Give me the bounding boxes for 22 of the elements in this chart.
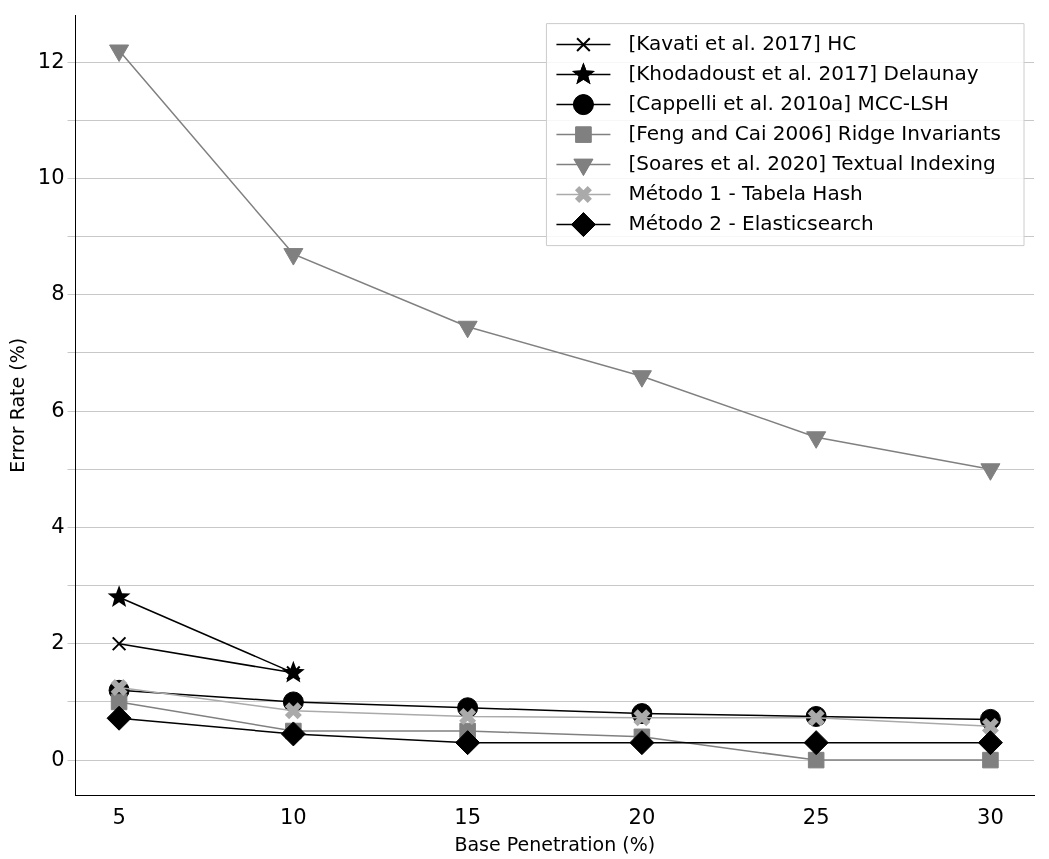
legend-label: [Kavati et al. 2017] HC: [628, 30, 857, 55]
legend-label: [Cappelli et al. 2010a] MCC-LSH: [628, 90, 949, 115]
legend-label: Método 2 - Elasticsearch: [628, 210, 874, 235]
legend-label: [Feng and Cai 2006] Ridge Invariants: [628, 120, 1002, 145]
x-tick-label: 25: [802, 805, 830, 830]
y-tick-label: 12: [37, 48, 65, 73]
legend-label: Método 1 - Tabela Hash: [628, 180, 863, 205]
y-tick-label: 0: [51, 746, 65, 771]
legend-label: [Soares et al. 2020] Textual Indexing: [628, 150, 996, 175]
legend-label: [Khodadoust et al. 2017] Delaunay: [628, 60, 979, 85]
x-tick-label: 5: [112, 805, 126, 830]
x-tick-label: 10: [279, 805, 307, 830]
y-tick-label: 2: [51, 630, 65, 655]
x-tick-label: 30: [977, 805, 1004, 830]
y-tick-label: 10: [37, 164, 65, 189]
x-tick-label: 20: [628, 805, 656, 830]
x-tick-label: 15: [454, 805, 481, 830]
y-tick-label: 6: [51, 397, 65, 422]
y-axis-title: Error Rate (%): [6, 337, 29, 473]
y-tick-label: 8: [51, 281, 65, 306]
x-axis-title: Base Penetration (%): [454, 832, 656, 855]
y-tick-label: 4: [51, 513, 65, 538]
